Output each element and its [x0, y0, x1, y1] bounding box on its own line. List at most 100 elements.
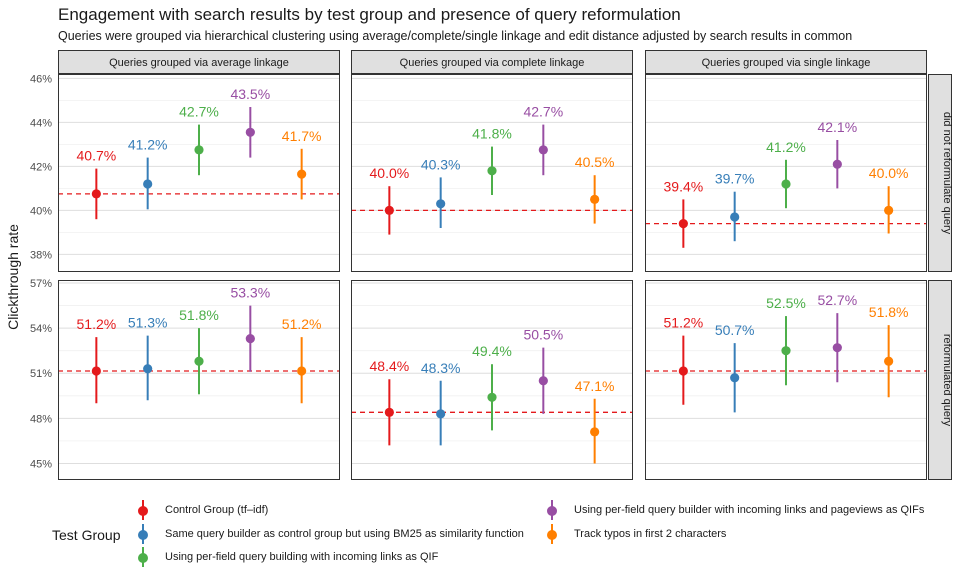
data-point-0	[91, 366, 101, 376]
data-point-3	[538, 145, 548, 155]
data-label-4: 40.0%	[869, 165, 909, 181]
data-point-4	[297, 366, 307, 376]
legend-key-typos	[544, 524, 560, 544]
data-point-4	[297, 169, 307, 179]
data-label-4: 51.8%	[869, 304, 909, 320]
facet-strip-label-col-2: Queries grouped via single linkage	[702, 57, 871, 69]
data-label-1: 50.7%	[715, 322, 755, 338]
y-tick-label: 42%	[30, 161, 52, 173]
facet-strip-col-0	[58, 50, 340, 74]
data-label-2: 41.2%	[766, 139, 806, 155]
legend-item-pageviews: Using per-field query builder with incom…	[544, 500, 924, 520]
y-tick-label: 44%	[30, 117, 52, 129]
data-point-2	[487, 166, 497, 176]
chart-title: Engagement with search results by test g…	[58, 5, 681, 24]
data-label-0: 40.7%	[77, 148, 117, 164]
data-label-2: 41.8%	[472, 126, 512, 142]
legend-item-incoming-links: Using per-field query building with inco…	[135, 547, 438, 567]
data-point-3	[245, 127, 255, 137]
panel-r0-c1-border	[351, 74, 633, 272]
data-point-0	[384, 407, 394, 417]
legend-item-bm25: Same query builder as control group but …	[135, 524, 524, 544]
legend-label-bm25: Same query builder as control group but …	[165, 528, 524, 540]
facet-strip-label-col-1: Queries grouped via complete linkage	[400, 57, 585, 69]
data-point-0	[678, 366, 688, 376]
data-point-2	[781, 346, 791, 356]
legend-key-incoming-links	[135, 547, 151, 567]
legend-label-incoming-links: Using per-field query building with inco…	[165, 551, 439, 563]
data-point-0	[384, 205, 394, 215]
facet-strip-label-row-1: reformulated query	[941, 334, 953, 427]
data-label-3: 53.3%	[230, 285, 270, 301]
data-point-4	[884, 356, 894, 366]
data-point-1	[143, 364, 153, 374]
data-point-2	[194, 145, 204, 155]
y-tick-label: 46%	[30, 73, 52, 85]
data-point-2	[487, 392, 497, 402]
data-label-3: 42.7%	[523, 104, 563, 120]
data-point-1	[143, 179, 153, 189]
data-point-1	[730, 212, 740, 222]
data-point-4	[590, 194, 600, 204]
facet-strip-col-1	[351, 50, 633, 74]
data-label-4: 40.5%	[575, 154, 615, 170]
data-point-1	[730, 373, 740, 383]
data-label-1: 48.3%	[421, 360, 461, 376]
y-tick-label: 57%	[30, 278, 52, 290]
data-label-4: 47.1%	[575, 378, 615, 394]
facet-strip-col-2	[645, 50, 927, 74]
data-point-4	[590, 427, 600, 437]
panel-r0-c2-border	[645, 74, 927, 272]
data-point-3	[832, 159, 842, 169]
legend-item-control: Control Group (tf–idf)	[135, 500, 268, 520]
y-tick-label: 48%	[30, 413, 52, 425]
legend-label-pageviews: Using per-field query builder with incom…	[574, 504, 925, 516]
data-label-3: 43.5%	[230, 86, 270, 102]
legend-key-pageviews	[544, 500, 560, 520]
data-label-3: 42.1%	[817, 119, 857, 135]
data-point-3	[538, 376, 548, 386]
legend-key-bm25	[135, 524, 151, 544]
data-label-0: 39.4%	[664, 178, 704, 194]
y-tick-label: 45%	[30, 458, 52, 470]
faceted-chart: Queries grouped via average linkage Queri…	[5, 50, 953, 480]
data-point-3	[245, 334, 255, 344]
data-point-1	[436, 409, 446, 419]
legend-item-typos: Track typos in first 2 characters	[544, 524, 726, 544]
data-label-1: 51.3%	[128, 315, 168, 331]
data-point-0	[678, 219, 688, 229]
y-tick-label: 38%	[30, 249, 52, 261]
data-point-0	[91, 189, 101, 199]
data-label-4: 41.7%	[282, 128, 322, 144]
y-tick-label: 40%	[30, 205, 52, 217]
data-label-3: 50.5%	[523, 327, 563, 343]
data-point-2	[194, 356, 204, 366]
facet-strip-label-col-0: Queries grouped via average linkage	[109, 57, 289, 69]
data-label-1: 39.7%	[715, 171, 755, 187]
y-axis-label: Clickthrough rate	[5, 224, 21, 330]
data-label-2: 51.8%	[179, 307, 219, 323]
data-label-0: 51.2%	[664, 315, 704, 331]
data-point-3	[832, 343, 842, 353]
data-label-3: 52.7%	[817, 292, 857, 308]
legend-key-control	[135, 500, 151, 520]
y-tick-label: 51%	[30, 368, 52, 380]
legend-label-typos: Track typos in first 2 characters	[574, 528, 727, 540]
legend-title: Test Group	[52, 527, 121, 543]
legend-label-control: Control Group (tf–idf)	[165, 504, 269, 516]
data-label-1: 40.3%	[421, 156, 461, 172]
panel-r1-c1-border	[351, 280, 633, 480]
y-tick-label: 54%	[30, 323, 52, 335]
data-point-2	[781, 179, 791, 189]
data-label-0: 40.0%	[370, 165, 410, 181]
facet-strip-row-0	[928, 74, 952, 272]
data-label-2: 49.4%	[472, 343, 512, 359]
data-label-1: 41.2%	[128, 137, 168, 153]
legend: Test Group Control Group (tf–idf) Same q…	[0, 496, 960, 576]
chart-subtitle: Queries were grouped via hierarchical cl…	[58, 29, 853, 43]
data-label-4: 51.2%	[282, 316, 322, 332]
facet-strip-label-row-0: did not reformulate query	[941, 112, 953, 235]
data-label-0: 48.4%	[370, 358, 410, 374]
data-point-1	[436, 199, 446, 209]
data-label-0: 51.2%	[77, 316, 117, 332]
